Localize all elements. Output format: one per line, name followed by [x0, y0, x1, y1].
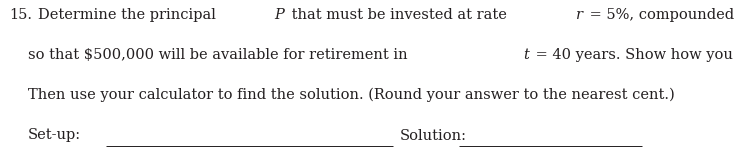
Text: so that $500,000 will be available for retirement in: so that $500,000 will be available for r… [28, 48, 413, 62]
Text: = 40 years. Show how you would set-up this problem.: = 40 years. Show how you would set-up th… [531, 48, 734, 62]
Text: Then use your calculator to find the solution. (Round your answer to the nearest: Then use your calculator to find the sol… [28, 88, 675, 102]
Text: Set-up:: Set-up: [28, 128, 81, 142]
Text: Solution:: Solution: [400, 128, 467, 142]
Text: t: t [523, 48, 529, 62]
Text: that must be invested at rate: that must be invested at rate [287, 8, 511, 22]
Text: r: r [576, 8, 584, 22]
Text: P: P [274, 8, 284, 22]
Text: = 5%, compounded monthly,: = 5%, compounded monthly, [586, 8, 734, 22]
Text: 15.: 15. [9, 8, 32, 22]
Text: Determine the principal: Determine the principal [38, 8, 221, 22]
